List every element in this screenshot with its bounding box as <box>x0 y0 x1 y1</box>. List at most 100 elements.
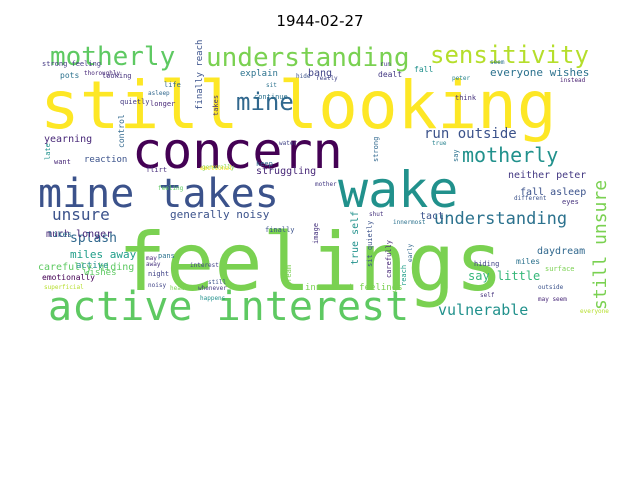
cloud-word: surface <box>545 265 575 273</box>
cloud-word: innermost feelings <box>305 283 403 293</box>
cloud-word: motherly <box>462 143 558 167</box>
cloud-word: still <box>208 279 226 286</box>
cloud-word: strong <box>372 137 380 162</box>
cloud-word: carefully <box>385 240 393 278</box>
cloud-word: different <box>514 195 547 202</box>
cloud-word: everyone wishes <box>490 66 589 79</box>
cloud-word: say <box>452 149 460 162</box>
cloud-word: likes <box>48 230 72 239</box>
cloud-word: interest <box>190 262 219 269</box>
cloud-word: want <box>54 158 71 166</box>
cloud-word: true self <box>350 211 361 265</box>
cloud-word: late <box>44 143 52 160</box>
cloud-word: reaction <box>84 155 127 165</box>
cloud-word: shut <box>369 211 384 218</box>
cloud-word: reach <box>400 265 408 286</box>
cloud-word: quietly <box>120 98 150 106</box>
cloud-word: motherly <box>50 42 175 72</box>
cloud-word: finally <box>265 226 295 234</box>
cloud-word: vulnerable <box>438 301 528 319</box>
cloud-word: sensitivity <box>430 41 589 69</box>
cloud-word: wake <box>338 161 458 219</box>
cloud-word: peter <box>452 75 470 82</box>
cloud-word: flirt <box>146 166 167 174</box>
cloud-word: think <box>455 94 477 102</box>
cloud-word: struggling <box>256 166 316 177</box>
cloud-word: strong feeling <box>42 60 101 68</box>
cloud-word: say little <box>468 269 540 283</box>
cloud-word: everyone <box>580 308 609 315</box>
cloud-word: mother <box>315 181 337 188</box>
cloud-word: may seem <box>538 296 567 303</box>
cloud-word: bang <box>308 68 332 79</box>
cloud-word: daydream <box>537 246 585 257</box>
cloud-word: water <box>279 140 297 147</box>
cloud-word: image <box>312 223 320 244</box>
cloud-word: looking <box>102 72 132 80</box>
cloud-word: generally noisy <box>170 208 270 221</box>
cloud-word: longer <box>150 100 175 108</box>
cloud-word: carefully hiding <box>38 262 134 273</box>
cloud-word: understanding <box>206 43 410 73</box>
cloud-word: takes <box>212 95 220 116</box>
cloud-word: life <box>164 81 181 89</box>
cloud-word: pots <box>60 71 79 80</box>
cloud-word: keep <box>256 160 273 168</box>
cloud-title: 1944-02-27 <box>276 12 364 30</box>
cloud-word: away <box>146 261 161 268</box>
cloud-word: tact <box>420 211 444 222</box>
cloud-word: run <box>380 61 391 68</box>
cloud-word: continue <box>254 93 288 101</box>
cloud-word: superficial <box>44 284 84 291</box>
cloud-word: emotionally <box>42 273 95 282</box>
cloud-word: understanding <box>434 209 567 229</box>
cloud-word: active interest <box>48 284 409 330</box>
cloud-word: whenever <box>198 285 227 292</box>
cloud-word: sit quietly <box>366 221 374 267</box>
cloud-word: dealt <box>378 70 402 79</box>
cloud-word: hide <box>296 73 311 80</box>
cloud-word: eyes <box>562 198 579 206</box>
cloud-word: explain <box>240 69 278 79</box>
cloud-word: mine <box>236 88 294 116</box>
cloud-word: self <box>480 292 495 299</box>
cloud-word: outside <box>538 284 564 291</box>
cloud-word: happens <box>200 295 226 302</box>
cloud-word: wishes <box>84 268 117 278</box>
cloud-word: miles <box>516 257 540 266</box>
cloud-word: feelings <box>118 216 503 309</box>
cloud-word: yearning <box>44 134 92 145</box>
cloud-word: thoroughly <box>84 70 121 77</box>
cloud-word: feeling <box>158 185 184 192</box>
cloud-word: miles away <box>70 248 137 261</box>
cloud-word: still unsure <box>590 180 611 310</box>
cloud-word: run outside <box>424 126 517 142</box>
cloud-word: fall <box>414 65 433 74</box>
cloud-word: noisy <box>148 282 166 289</box>
cloud-word: still looking <box>40 67 557 144</box>
cloud-word: generally <box>202 164 235 171</box>
cloud-word: head <box>170 285 185 292</box>
cloud-word: instead <box>560 77 586 84</box>
cloud-word: splash <box>70 231 117 246</box>
cloud-word: much longer <box>46 229 112 240</box>
cloud-word: night <box>148 270 169 278</box>
cloud-word: seem <box>490 59 505 66</box>
cloud-word: active <box>76 261 109 271</box>
cloud-word: hiding <box>474 260 499 268</box>
cloud-word: finally reach <box>195 40 205 110</box>
cloud-word: innermost <box>393 219 426 226</box>
cloud-word: fall asleep <box>520 187 586 198</box>
cloud-word: true <box>432 140 447 147</box>
cloud-word: concern <box>132 122 343 180</box>
cloud-word: mine takes <box>38 171 279 217</box>
cloud-word: may <box>146 255 157 262</box>
cloud-word: emotional <box>200 165 233 172</box>
cloud-word: control <box>117 114 126 148</box>
cloud-word: early <box>407 244 414 262</box>
cloud-word: neither peter <box>508 170 586 181</box>
cloud-word: really <box>316 75 338 82</box>
cloud-word: sit <box>266 82 277 89</box>
cloud-word: pans <box>158 252 175 260</box>
